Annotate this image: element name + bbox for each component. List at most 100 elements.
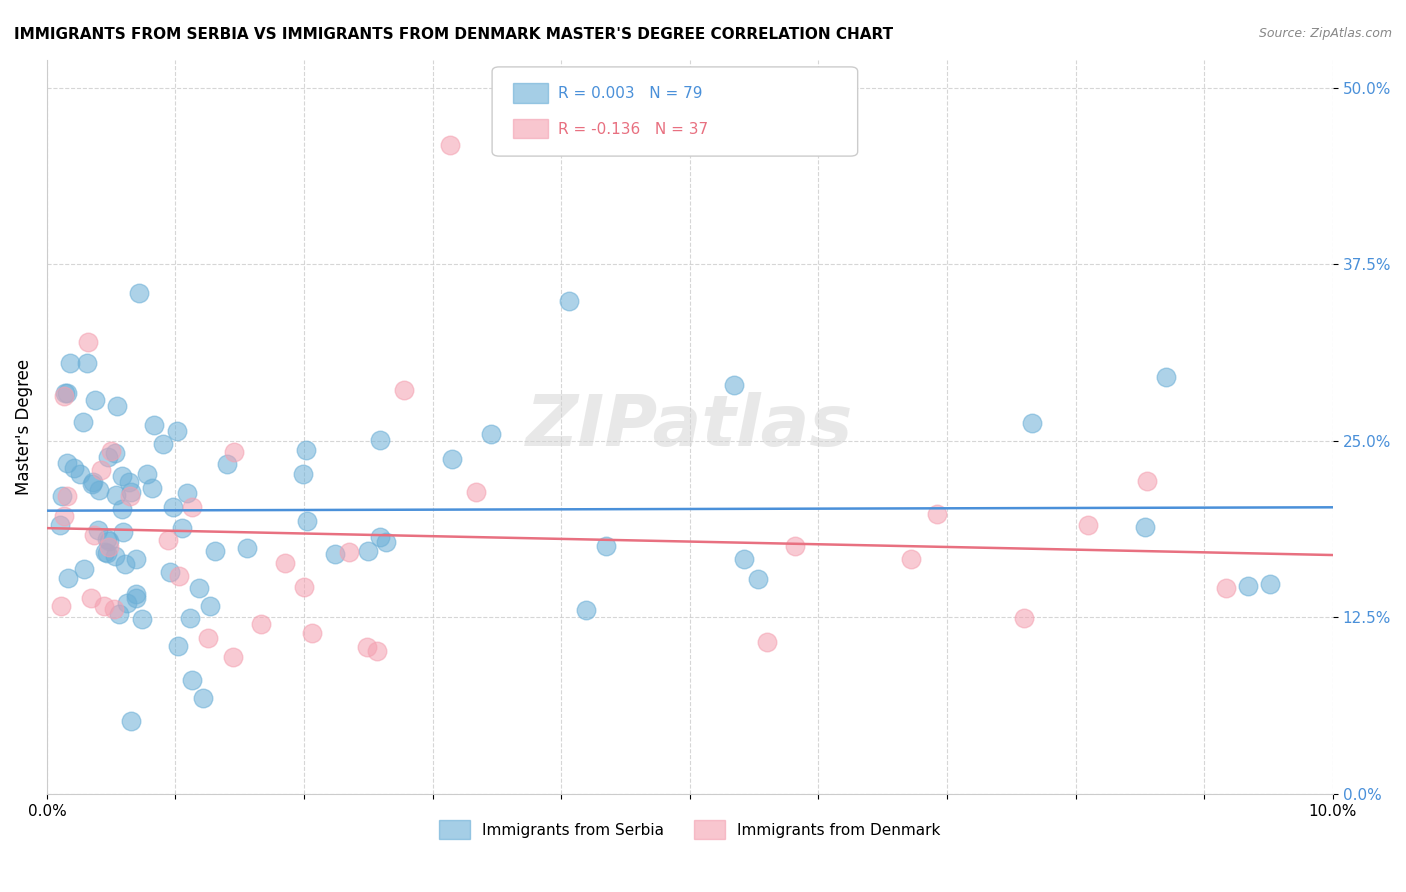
Point [118, 475, 141, 489]
Text: Source: ZipAtlas.com: Source: ZipAtlas.com [1258, 27, 1392, 40]
Point [1021, 417, 1043, 431]
Point [191, 690, 214, 705]
Point [1136, 474, 1159, 488]
Point [357, 544, 380, 558]
Point [105, 487, 128, 501]
Point [49, 518, 72, 533]
Point [56, 385, 79, 400]
Point [368, 530, 391, 544]
Point [167, 569, 190, 583]
Point [111, 469, 134, 483]
Point [59, 356, 82, 370]
Point [103, 602, 125, 616]
Point [105, 399, 128, 413]
Point [595, 539, 617, 553]
Point [96, 546, 118, 560]
Point [49, 599, 72, 614]
Point [1237, 579, 1260, 593]
Point [180, 500, 202, 514]
Point [366, 644, 388, 658]
Point [176, 486, 198, 500]
Point [152, 437, 174, 451]
Point [1012, 611, 1035, 625]
Point [125, 591, 148, 605]
Point [187, 581, 209, 595]
Point [82, 475, 104, 489]
Text: ZIPatlas: ZIPatlas [526, 392, 853, 461]
Point [63, 460, 86, 475]
Point [114, 557, 136, 571]
Point [755, 634, 778, 648]
Point [51, 489, 73, 503]
Point [136, 467, 159, 482]
Point [197, 631, 219, 645]
Point [83, 393, 105, 408]
Point [575, 602, 598, 616]
Point [166, 424, 188, 438]
Point [111, 524, 134, 539]
Point [131, 612, 153, 626]
Point [785, 539, 807, 553]
Point [295, 442, 318, 457]
Point [172, 521, 194, 535]
Y-axis label: Master's Degree: Master's Degree [15, 359, 32, 495]
Point [87, 523, 110, 537]
Point [323, 547, 346, 561]
Point [181, 673, 204, 687]
Point [72, 415, 94, 429]
Point [1215, 581, 1237, 595]
Point [55, 456, 77, 470]
Point [96, 532, 118, 546]
Point [394, 383, 416, 397]
Point [292, 580, 315, 594]
Point [76, 356, 98, 370]
Point [337, 545, 360, 559]
Point [128, 285, 150, 300]
Point [56, 571, 79, 585]
Point [1077, 517, 1099, 532]
Point [111, 501, 134, 516]
Point [80, 591, 103, 605]
Point [157, 533, 180, 548]
Point [108, 607, 131, 622]
Point [162, 500, 184, 514]
Point [87, 483, 110, 497]
Point [77, 334, 100, 349]
Point [93, 599, 115, 613]
Point [143, 418, 166, 433]
Point [558, 293, 581, 308]
Point [1258, 577, 1281, 591]
Point [221, 650, 243, 665]
Point [98, 541, 121, 555]
Point [80, 477, 103, 491]
Point [479, 427, 502, 442]
Point [159, 565, 181, 579]
Point [97, 450, 120, 465]
Point [274, 556, 297, 570]
Legend: Immigrants from Serbia, Immigrants from Denmark: Immigrants from Serbia, Immigrants from … [433, 814, 946, 845]
Point [465, 484, 488, 499]
Point [93, 545, 115, 559]
Point [100, 443, 122, 458]
Point [118, 489, 141, 503]
Point [222, 444, 245, 458]
Point [900, 552, 922, 566]
Point [204, 544, 226, 558]
Point [53, 385, 76, 400]
Point [179, 610, 201, 624]
Point [733, 552, 755, 566]
Point [104, 549, 127, 563]
Point [125, 552, 148, 566]
Text: R = -0.136   N = 37: R = -0.136 N = 37 [558, 122, 709, 136]
Point [125, 587, 148, 601]
Point [368, 433, 391, 447]
Point [52, 508, 75, 523]
Text: IMMIGRANTS FROM SERBIA VS IMMIGRANTS FROM DENMARK MASTER'S DEGREE CORRELATION CH: IMMIGRANTS FROM SERBIA VS IMMIGRANTS FRO… [14, 27, 893, 42]
Text: R = 0.003   N = 79: R = 0.003 N = 79 [558, 87, 703, 101]
Point [292, 467, 315, 482]
Point [295, 514, 318, 528]
Point [927, 507, 949, 521]
Point [1154, 370, 1177, 384]
Point [103, 446, 125, 460]
Point [356, 640, 378, 654]
